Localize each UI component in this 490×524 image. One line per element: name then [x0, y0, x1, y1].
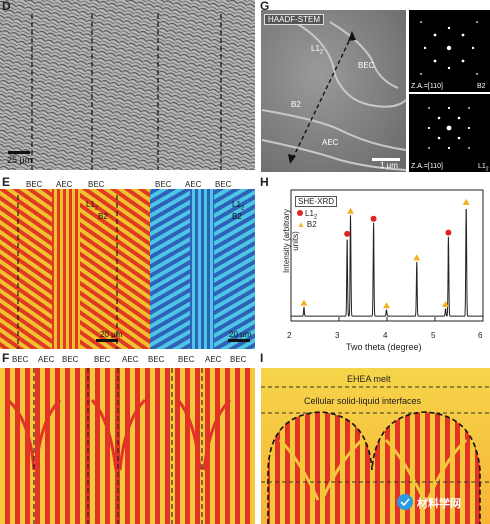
x-tick-label: 4: [383, 331, 388, 340]
x-tick-label: 2: [287, 331, 292, 340]
panel-e-phase-label: B2: [232, 212, 242, 221]
panel-f-letter: F: [2, 351, 10, 365]
panel-e-phase-maps: [0, 189, 255, 349]
panel-g-scale-label: 1 μm: [380, 161, 398, 170]
panel-e-top-label: BEC: [215, 180, 232, 189]
panel-f-simulation: [0, 368, 255, 524]
panel-d-scale-label: 25 μm: [7, 155, 33, 165]
l12-peak-marker: [344, 230, 351, 237]
panel-g-phase-label: BEC: [358, 61, 375, 70]
panel-g-mode-badge: HAADF-STEM: [264, 14, 324, 25]
panel-f-label: BEC: [12, 355, 29, 364]
b2-peak-marker: [413, 254, 421, 261]
panel-h-letter: H: [260, 175, 269, 189]
panel-d-micrograph: [0, 0, 255, 170]
panel-f-label: BEC: [148, 355, 165, 364]
panel-e-phase-label: L12: [86, 200, 99, 212]
watermark-logo-icon: [397, 494, 413, 510]
b2-peak-marker: [442, 300, 450, 307]
panel-e-phase-label: B2: [98, 212, 108, 221]
panel-e-letter: E: [2, 175, 11, 189]
panel-i-interface-label: Cellular solid-liquid interfaces: [304, 396, 422, 406]
panel-g-letter: G: [260, 0, 270, 13]
b2-peak-marker: [383, 302, 391, 309]
b2-peak-marker: [347, 207, 355, 214]
x-axis-ticks: [290, 317, 484, 321]
panel-e-top-label: BEC: [155, 180, 172, 189]
panel-i-schematic: [261, 368, 490, 524]
panel-i-letter: I: [260, 351, 264, 365]
panel-g-phase-label: L12: [311, 44, 324, 56]
xrd-x-label: Two theta (degree): [346, 342, 422, 352]
l12-peak-marker: [370, 215, 377, 222]
saed-top-zone-axis: Z.A.=[110]: [411, 83, 443, 90]
panel-e-phase-label: L12: [232, 200, 245, 212]
x-tick-label: 3: [335, 331, 340, 340]
panel-e-scale-label: 20 μm: [229, 330, 252, 339]
l12-peak-marker: [445, 229, 452, 236]
panel-f-label: AEC: [205, 355, 222, 364]
panel-g-stem: [261, 10, 490, 172]
panel-f-label: BEC: [230, 355, 247, 364]
b2-peak-marker: [462, 198, 470, 205]
x-tick-label: 5: [431, 331, 436, 340]
panel-h-xrd-chart: [290, 189, 484, 322]
saed-bottom-phase: L12: [478, 163, 489, 173]
legend-b2: ▲ B2: [297, 220, 317, 229]
xrd-pattern-line: [291, 209, 483, 317]
panel-f-label: AEC: [38, 355, 55, 364]
panel-f-label: BEC: [62, 355, 79, 364]
circle-marker-icon: [297, 210, 303, 216]
xrd-chart-title: SHE-XRD: [295, 196, 338, 207]
xrd-peak-markers: [300, 198, 470, 309]
legend-l12: L12: [297, 209, 317, 221]
panel-i-melt-label: EHEA melt: [347, 374, 391, 384]
panel-e-top-label: BEC: [88, 180, 105, 189]
watermark-text: 材料学网: [417, 498, 461, 510]
panel-g-phase-label: AEC: [322, 138, 339, 147]
panel-f-label: BEC: [178, 355, 195, 364]
panel-f-label: AEC: [122, 355, 139, 364]
triangle-marker-icon: ▲: [297, 220, 305, 229]
panel-e-top-label: AEC: [185, 180, 202, 189]
panel-g-phase-label: B2: [291, 100, 301, 109]
b2-peak-marker: [300, 299, 308, 306]
panel-e-top-label: AEC: [56, 180, 73, 189]
x-tick-label: 6: [478, 331, 483, 340]
saed-top-phase: B2: [477, 83, 486, 90]
xrd-y-label: Intensity (arbitrary units): [282, 208, 300, 274]
panel-f-label: BEC: [94, 355, 111, 364]
panel-e-top-label: BEC: [26, 180, 43, 189]
panel-e-scale-label: 20 μm: [100, 330, 123, 339]
saed-bottom-zone-axis: Z.A.=[110]: [411, 163, 443, 170]
panel-d-letter: D: [2, 0, 11, 13]
